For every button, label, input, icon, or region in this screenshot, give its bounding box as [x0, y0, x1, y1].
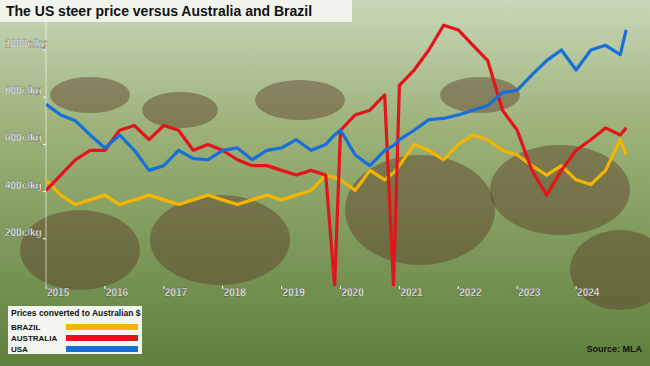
- x-tick-label: 2017: [165, 287, 188, 298]
- legend-label: BRAZIL: [11, 323, 40, 332]
- y-tick-label: 200c/kg: [5, 227, 42, 238]
- background-cattle: [150, 195, 290, 285]
- x-tick-label: 2016: [106, 287, 129, 298]
- y-tick: [43, 238, 46, 239]
- background-cattle: [255, 80, 345, 120]
- y-tick-label: 1000c/kg: [5, 38, 47, 49]
- x-tick-label: 2022: [459, 287, 482, 298]
- legend-swatch: [66, 324, 138, 330]
- y-tick-label: 400c/kg: [5, 180, 42, 191]
- x-tick-label: 2018: [224, 287, 247, 298]
- plot-lines: [46, 25, 626, 286]
- background-cattle: [490, 145, 630, 235]
- chart: The US steer price versus Australia and …: [0, 0, 650, 366]
- x-tick-label: 2015: [47, 287, 70, 298]
- y-tick: [43, 144, 46, 145]
- title-backing: [0, 0, 352, 22]
- y-tick-label: 600c/kg: [5, 132, 42, 143]
- y-axis-line: [46, 15, 47, 286]
- y-tick-label: 800c/kg: [5, 85, 42, 96]
- background-cattle: [142, 92, 218, 128]
- y-tick: [43, 50, 46, 51]
- legend-swatch: [66, 335, 138, 341]
- series-line: [46, 135, 626, 205]
- legend-box: [8, 306, 142, 354]
- x-tick-label: 2021: [400, 287, 423, 298]
- series-line: [46, 25, 626, 286]
- x-tick-label: 2019: [283, 287, 306, 298]
- background-cattle: [50, 77, 130, 113]
- background: [0, 0, 650, 366]
- background-cattle: [570, 230, 650, 310]
- x-tick-label: 2024: [577, 287, 600, 298]
- legend-swatch: [66, 346, 138, 352]
- series-line: [46, 30, 626, 170]
- source-note: Source: MLA: [586, 344, 642, 354]
- legend-label: USA: [11, 345, 28, 354]
- legend-title: Prices converted to Australian $: [11, 308, 141, 318]
- y-tick: [43, 191, 46, 192]
- legend-label: AUSTRALIA: [11, 334, 57, 343]
- title: The US steer price versus Australia and …: [6, 3, 312, 19]
- background-cattle: [20, 210, 140, 290]
- x-tick-label: 2020: [342, 287, 365, 298]
- x-tick-label: 2023: [518, 287, 541, 298]
- y-tick: [43, 97, 46, 98]
